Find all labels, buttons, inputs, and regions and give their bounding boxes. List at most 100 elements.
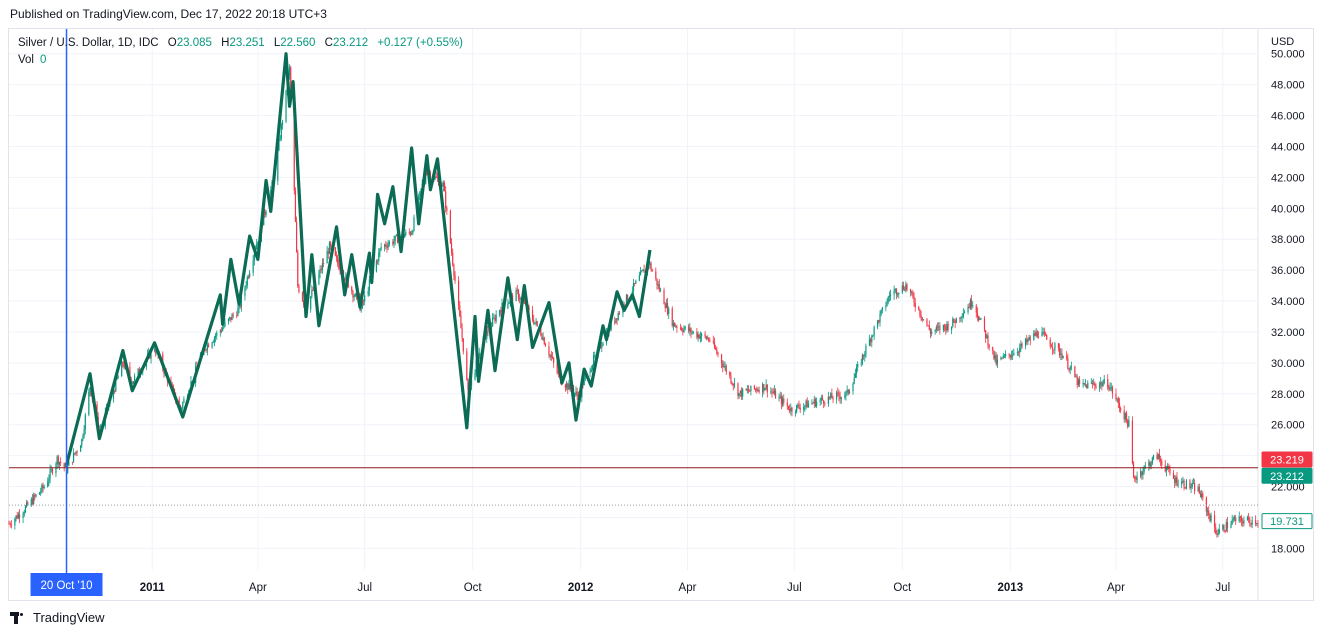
candle-body [591,365,594,370]
candle-body [295,222,298,253]
candle-body [684,326,686,329]
y-tick-label: 46.000 [1271,111,1305,123]
candle-body [183,398,185,403]
candle-body [34,495,36,497]
candle-body [1000,357,1002,360]
candle-body [352,291,354,298]
candle-body [318,273,320,285]
candle-body [1217,533,1219,535]
candle-body [947,323,949,331]
candle-body [1158,453,1160,459]
candle-body [1177,484,1179,486]
candle-body [1246,517,1249,521]
x-tick-label: Jul [357,582,372,594]
candle-body [913,296,915,304]
candle-body [1107,378,1109,388]
candle-body [642,269,644,271]
candle-body [1164,465,1166,472]
candle-body [993,350,995,359]
candle-body [436,177,439,179]
candle-body [334,247,336,256]
candle-body [50,469,52,470]
candle-body [1083,382,1085,385]
candle-body [515,289,517,302]
candle-body [951,326,953,331]
candle-body [650,263,652,271]
candle-body [290,67,292,100]
candle-body [889,294,892,296]
candle-body [1060,353,1062,355]
candle-body [137,368,139,376]
candle-body [634,282,636,284]
candle-body [322,263,325,264]
candle-body [807,403,810,408]
candle-body [1150,463,1152,467]
candle-body [227,318,230,323]
candle-body [766,384,768,393]
candle-body [27,502,29,506]
y-tick-label: 38.000 [1271,234,1305,246]
chart-frame[interactable] [8,28,1314,601]
footer-brand-label: TradingView [33,610,105,625]
candle-body [132,381,135,384]
candle-body [1215,527,1217,534]
candle-body [564,384,567,388]
candle-body [631,291,633,295]
candle-body [178,399,180,406]
candle-body [71,461,73,463]
candle-body [772,392,774,394]
candle-body [749,391,751,392]
candle-body [705,336,707,339]
candle-body [327,251,329,254]
candle-body [799,407,801,410]
candle-body [878,320,880,323]
candle-body [553,357,555,363]
candle-body [663,290,665,305]
candle-body [1043,332,1045,335]
candle-body [615,318,617,323]
candle-body [1192,483,1195,484]
candle-body [918,307,920,310]
candle-body [862,354,865,357]
candle-body [806,400,808,408]
candle-body [1225,522,1227,532]
footer-brand[interactable]: TradingView [10,610,105,625]
candle-body [864,354,866,357]
candle-body [1176,476,1178,485]
candle-body [812,402,814,404]
candle-body [211,342,213,348]
candle-body [1091,382,1094,385]
candle-body [43,486,45,488]
candle-body [311,290,313,297]
candle-body [1172,473,1175,479]
legend-high-value: 23.251 [229,37,265,49]
candle-body [676,326,678,328]
candle-body [540,325,542,335]
candle-body [1233,517,1236,519]
candle-body [222,327,224,332]
x-tick-label: Jul [787,582,802,594]
candle-body [879,313,881,323]
candle-body [742,388,744,397]
y-tick-label: 28.000 [1271,389,1305,401]
candle-body [953,318,955,323]
candle-body [499,310,501,315]
candle-body [354,293,356,297]
price-tag-red-label: 23.219 [1270,454,1304,466]
candle-body [239,304,241,307]
candle-body [912,292,914,297]
candle-body [649,263,651,265]
candle-body [41,485,43,492]
candle-body [1001,357,1003,359]
candle-body [220,330,223,332]
candle-body [708,338,710,341]
candle-body [1165,468,1168,472]
candle-body [888,295,891,298]
candle-body [16,515,18,519]
candle-body [360,308,362,311]
candle-body [319,268,321,274]
candle-body [117,376,119,379]
candle-body [861,354,864,364]
candle-body [689,328,691,332]
